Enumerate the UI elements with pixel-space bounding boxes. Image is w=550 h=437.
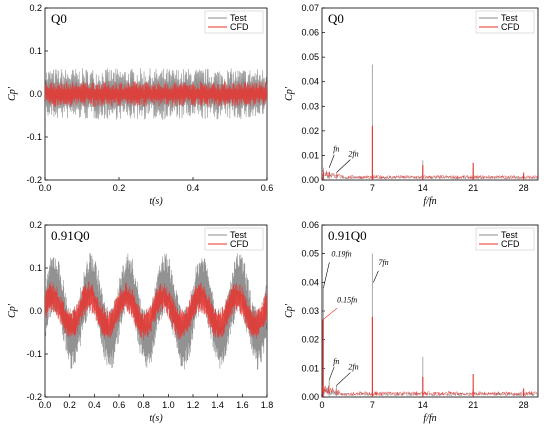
panel-q0-time: -0.2 -0.1 0.0 0.1 0.2 0.0 0.2 0.4 0.6 t(s) Cp' Q0 Te…	[7, 3, 273, 207]
plot-area	[322, 253, 538, 397]
x-tick-label: 1.2	[187, 400, 200, 410]
legend-label: Test	[501, 13, 518, 23]
panel-title: 0.91Q0	[328, 228, 367, 243]
x-tick-label: 0.6	[261, 183, 274, 193]
panel-091q0-time: -0.2 -0.1 0.0 0.1 0.2 0.0 0.2 0.4 0.6 0.8 1.0 1.2 1.…	[7, 220, 273, 424]
annotation-label: fn	[333, 145, 339, 154]
annotation-arrow	[328, 366, 335, 380]
y-tick-label: 0.00	[301, 392, 319, 402]
x-axis-label: t(s)	[149, 413, 163, 424]
plot-area	[45, 68, 267, 120]
legend-label: CFD	[230, 22, 249, 32]
y-tick-label: -0.1	[26, 132, 42, 142]
series-line-test	[45, 253, 267, 370]
annotation-label: 2fn	[348, 363, 358, 372]
y-tick-label: 0.02	[301, 126, 319, 136]
annotation-label: 2fn	[348, 150, 358, 159]
legend-label: Test	[230, 230, 247, 240]
y-axis-label: Cp'	[284, 86, 295, 101]
series-floor-cfd	[322, 385, 538, 397]
series-line-cfd	[45, 81, 267, 107]
x-tick-label: 0	[319, 400, 324, 410]
y-tick-label: 0.2	[29, 220, 42, 230]
panel-title: Q0	[51, 11, 67, 26]
y-tick-label: 0.00	[301, 175, 319, 185]
legend-label: CFD	[230, 239, 249, 249]
legend-label: Test	[230, 13, 247, 23]
annotation-label: 0.15fn	[337, 295, 357, 304]
series-line-cfd	[45, 281, 267, 341]
plot-frame	[321, 7, 539, 181]
y-axis-label: Cp'	[284, 303, 295, 318]
y-tick-label: 0.01	[301, 363, 319, 373]
y-tick-label: 0.0	[29, 89, 42, 99]
x-tick-label: 1.6	[236, 400, 249, 410]
y-tick-label: -0.2	[26, 175, 42, 185]
y-tick-label: 0.04	[301, 77, 319, 87]
x-tick-label: 0.2	[63, 400, 76, 410]
x-tick-label: 0.4	[187, 183, 200, 193]
y-tick-label: 0.06	[301, 28, 319, 38]
x-tick-label: 7	[370, 400, 375, 410]
annotation-label: 0.19fn	[331, 250, 351, 259]
y-tick-label: -0.1	[26, 349, 42, 359]
x-tick-label: 14	[418, 400, 428, 410]
y-tick-label: 0.05	[301, 249, 319, 259]
legend-label: Test	[501, 230, 518, 240]
y-tick-label: 0.1	[29, 263, 42, 273]
y-tick-label: 0.04	[301, 277, 319, 287]
x-tick-label: 0	[319, 183, 324, 193]
y-tick-label: 0.07	[301, 3, 319, 13]
y-axis-label: Cp'	[7, 303, 18, 318]
annotation-arrow	[336, 372, 351, 386]
x-axis-label: t(s)	[149, 196, 163, 207]
x-tick-label: 21	[468, 183, 478, 193]
annotation-label: fn	[333, 357, 339, 366]
x-tick-label: 0.2	[113, 183, 126, 193]
annotation-arrow	[328, 154, 335, 168]
y-tick-label: 0.0	[29, 306, 42, 316]
panel-title: Q0	[328, 11, 344, 26]
x-axis-label: f/fn	[423, 413, 436, 424]
panel-091q0-spectrum: 0.00 0.01 0.02 0.03 0.04 0.05 0.06 0 7 14 21 28 f/fn…	[284, 220, 539, 424]
annotation-arrow	[322, 307, 338, 320]
x-tick-label: 28	[519, 183, 529, 193]
y-tick-label: 0.01	[301, 150, 319, 160]
x-tick-label: 0.6	[113, 400, 126, 410]
y-tick-label: 0.1	[29, 46, 42, 56]
y-tick-label: 0.2	[29, 3, 42, 13]
legend-label: CFD	[501, 22, 520, 32]
annotation-label: 7fn	[378, 258, 388, 267]
x-tick-label: 0.0	[39, 183, 52, 193]
x-tick-label: 28	[519, 400, 529, 410]
x-tick-label: 1.8	[261, 400, 274, 410]
annotation-arrow	[323, 262, 330, 289]
y-tick-label: 0.06	[301, 220, 319, 230]
y-tick-label: 0.03	[301, 306, 319, 316]
x-tick-label: 21	[468, 400, 478, 410]
series-floor-cfd	[322, 168, 538, 180]
x-tick-label: 0.4	[88, 400, 101, 410]
y-tick-label: -0.2	[26, 392, 42, 402]
x-axis-label: f/fn	[423, 196, 436, 207]
x-tick-label: 1.4	[211, 400, 224, 410]
x-tick-label: 1.0	[162, 400, 175, 410]
panel-q0-spectrum: 0.00 0.01 0.02 0.03 0.04 0.05 0.06 0.07 0 7 14 21 28…	[284, 3, 539, 207]
annotation-arrow	[336, 159, 351, 173]
x-tick-label: 7	[370, 183, 375, 193]
y-tick-label: 0.02	[301, 335, 319, 345]
plot-area	[322, 64, 538, 180]
x-tick-label: 14	[418, 183, 428, 193]
y-axis-label: Cp'	[7, 86, 18, 101]
series-floor-test	[322, 385, 538, 397]
plot-area	[45, 253, 267, 370]
x-tick-label: 0.0	[39, 400, 52, 410]
y-tick-label: 0.05	[301, 52, 319, 62]
x-tick-label: 0.8	[137, 400, 150, 410]
y-tick-label: 0.03	[301, 101, 319, 111]
legend-label: CFD	[501, 239, 520, 249]
annotation-arrow	[373, 270, 379, 283]
panel-title: 0.91Q0	[51, 228, 90, 243]
